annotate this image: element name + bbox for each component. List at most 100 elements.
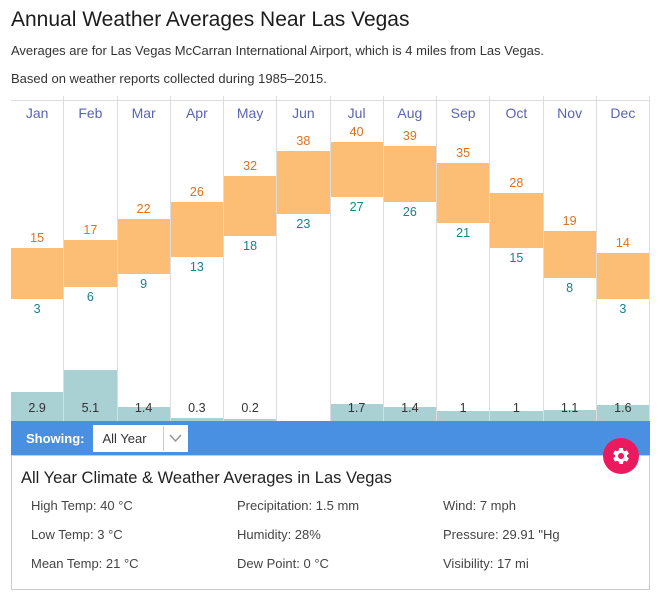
low-temp-value: 8 bbox=[566, 281, 574, 295]
high-temp-value: 38 bbox=[296, 133, 311, 148]
page-title: Annual Weather Averages Near Las Vegas bbox=[11, 8, 410, 31]
stat-dew-point: Dew Point: 0 °C bbox=[237, 556, 329, 571]
precipitation-value: 1 bbox=[512, 401, 520, 415]
gear-icon bbox=[611, 446, 631, 466]
month-label: Jun bbox=[292, 105, 315, 121]
low-temp-value: 23 bbox=[296, 217, 311, 232]
high-temp-value: 40 bbox=[349, 125, 364, 139]
subtitle-location: Averages are for Las Vegas McCarran Inte… bbox=[11, 43, 545, 58]
month-column-jan[interactable]: Jan 15 3 2.9 bbox=[11, 96, 65, 421]
stat-pressure: Pressure: 29.91 "Hg bbox=[443, 527, 560, 542]
precipitation-bar bbox=[117, 407, 170, 421]
precipitation-bar bbox=[64, 370, 117, 421]
high-temp-value: 28 bbox=[509, 176, 524, 190]
precipitation-bar bbox=[330, 404, 383, 421]
high-temp-value: 17 bbox=[83, 222, 98, 237]
stat-precipitation: Precipitation: 1.5 mm bbox=[237, 498, 360, 513]
precipitation-bar bbox=[437, 411, 490, 421]
settings-button[interactable] bbox=[603, 438, 639, 474]
weather-page: Annual Weather Averages Near Las Vegas A… bbox=[11, 8, 650, 590]
low-temp-value: 15 bbox=[509, 251, 524, 266]
low-temp-value: 18 bbox=[243, 238, 258, 253]
month-label: Nov bbox=[557, 105, 583, 121]
low-temp-value: 9 bbox=[140, 276, 148, 291]
period-select[interactable]: All Year bbox=[92, 424, 188, 452]
precipitation-bar bbox=[170, 418, 223, 421]
precipitation-bar bbox=[224, 419, 277, 421]
low-temp-value: 6 bbox=[86, 289, 94, 304]
month-label: Sep bbox=[450, 105, 476, 121]
temperature-range-bar bbox=[224, 176, 277, 236]
precipitation-value: 1.1 bbox=[560, 401, 579, 415]
low-temp-value: 27 bbox=[349, 200, 364, 215]
month-column-jun[interactable]: Jun 38 23 bbox=[277, 96, 331, 421]
month-column-apr[interactable]: Apr 26 13 0.3 bbox=[170, 96, 224, 421]
stat-column: Wind: 7 mph Pressure: 29.91 "Hg Visibility… bbox=[443, 498, 649, 585]
high-temp-value: 32 bbox=[243, 159, 258, 173]
precipitation-value: 2.9 bbox=[28, 401, 46, 415]
month-column-mar[interactable]: Mar 22 9 1.4 bbox=[117, 96, 171, 421]
stat-column: High Temp: 40 °C Low Temp: 3 °C Mean Temp:… bbox=[31, 498, 237, 585]
temperature-range-bar bbox=[64, 239, 117, 287]
month-column-feb[interactable]: Feb 17 6 5.1 bbox=[64, 96, 118, 421]
stat-mean-temp: Mean Temp: 21 °C bbox=[31, 556, 139, 571]
high-temp-value: 19 bbox=[562, 214, 577, 229]
summary-panel: All Year Climate & Weather Averages in L… bbox=[11, 455, 650, 590]
precipitation-value: 1 bbox=[459, 401, 467, 415]
temperature-range-bar bbox=[117, 218, 170, 274]
month-column-oct[interactable]: Oct 28 15 1 bbox=[490, 96, 544, 421]
precipitation-bar bbox=[490, 411, 543, 421]
low-temp-value: 3 bbox=[619, 302, 627, 317]
stat-column: Precipitation: 1.5 mm Humidity: 28% Dew Po… bbox=[237, 498, 443, 585]
month-column-dec[interactable]: Dec 14 3 1.6 bbox=[596, 96, 650, 421]
high-temp-value: 35 bbox=[456, 146, 471, 161]
month-label: Aug bbox=[397, 105, 423, 121]
subtitle-period: Based on weather reports collected durin… bbox=[11, 71, 327, 86]
showing-toolbar: Showing: All Year bbox=[11, 421, 650, 474]
precipitation-value: 1.6 bbox=[614, 401, 632, 415]
month-label: Jul bbox=[347, 105, 366, 121]
month-column-may[interactable]: May 32 18 0.2 bbox=[224, 96, 278, 421]
month-column-sep[interactable]: Sep 35 21 1 bbox=[437, 96, 491, 421]
month-label: Oct bbox=[505, 105, 528, 121]
high-temp-value: 14 bbox=[615, 235, 630, 250]
temperature-range-bar bbox=[330, 142, 383, 198]
period-select-value: All Year bbox=[102, 430, 147, 446]
low-temp-value: 26 bbox=[402, 204, 417, 219]
temperature-range-bar bbox=[437, 163, 490, 223]
precipitation-bar bbox=[596, 405, 649, 421]
chart-top-border bbox=[11, 100, 650, 101]
precipitation-value: 0.2 bbox=[241, 401, 259, 415]
stat-humidity: Humidity: 28% bbox=[237, 527, 321, 542]
high-temp-value: 26 bbox=[189, 184, 204, 199]
low-temp-value: 21 bbox=[456, 225, 471, 240]
stat-visibility: Visibility: 17 mi bbox=[443, 556, 529, 571]
low-temp-value: 13 bbox=[189, 259, 204, 274]
temperature-range-bar bbox=[543, 231, 596, 278]
summary-grid: High Temp: 40 °C Low Temp: 3 °C Mean Temp:… bbox=[12, 498, 649, 585]
temperature-range-bar bbox=[490, 193, 543, 249]
temperature-range-bar bbox=[277, 150, 330, 215]
month-label: Mar bbox=[131, 105, 156, 121]
summary-title: All Year Climate & Weather Averages in L… bbox=[21, 469, 392, 487]
temperature-range-bar bbox=[170, 201, 223, 257]
high-temp-value: 15 bbox=[30, 231, 45, 246]
month-label: Feb bbox=[78, 105, 103, 121]
month-column-nov[interactable]: Nov 19 8 1.1 bbox=[543, 96, 597, 421]
precipitation-bar bbox=[383, 407, 436, 421]
month-label: Apr bbox=[185, 105, 208, 121]
temperature-range-bar bbox=[383, 146, 436, 202]
month-label: Dec bbox=[610, 105, 636, 121]
month-column-jul[interactable]: Jul 40 27 1.7 bbox=[330, 96, 384, 421]
low-temp-value: 3 bbox=[33, 302, 41, 317]
temperature-range-bar bbox=[11, 248, 64, 300]
precipitation-bar bbox=[543, 410, 596, 421]
temperature-range-bar bbox=[596, 252, 649, 300]
month-column-aug[interactable]: Aug 39 26 1.4 bbox=[383, 96, 437, 421]
precipitation-value: 5.1 bbox=[81, 401, 100, 415]
chevron-down-icon bbox=[162, 425, 187, 451]
high-temp-value: 22 bbox=[136, 201, 151, 216]
precipitation-value: 0.3 bbox=[188, 401, 206, 415]
climate-chart: Jan 15 3 2.9 Feb 17 6 5.1 Mar 22 9 1.4 Apr 26 13 0.3 May… bbox=[11, 96, 650, 421]
month-label: Jan bbox=[25, 105, 49, 121]
